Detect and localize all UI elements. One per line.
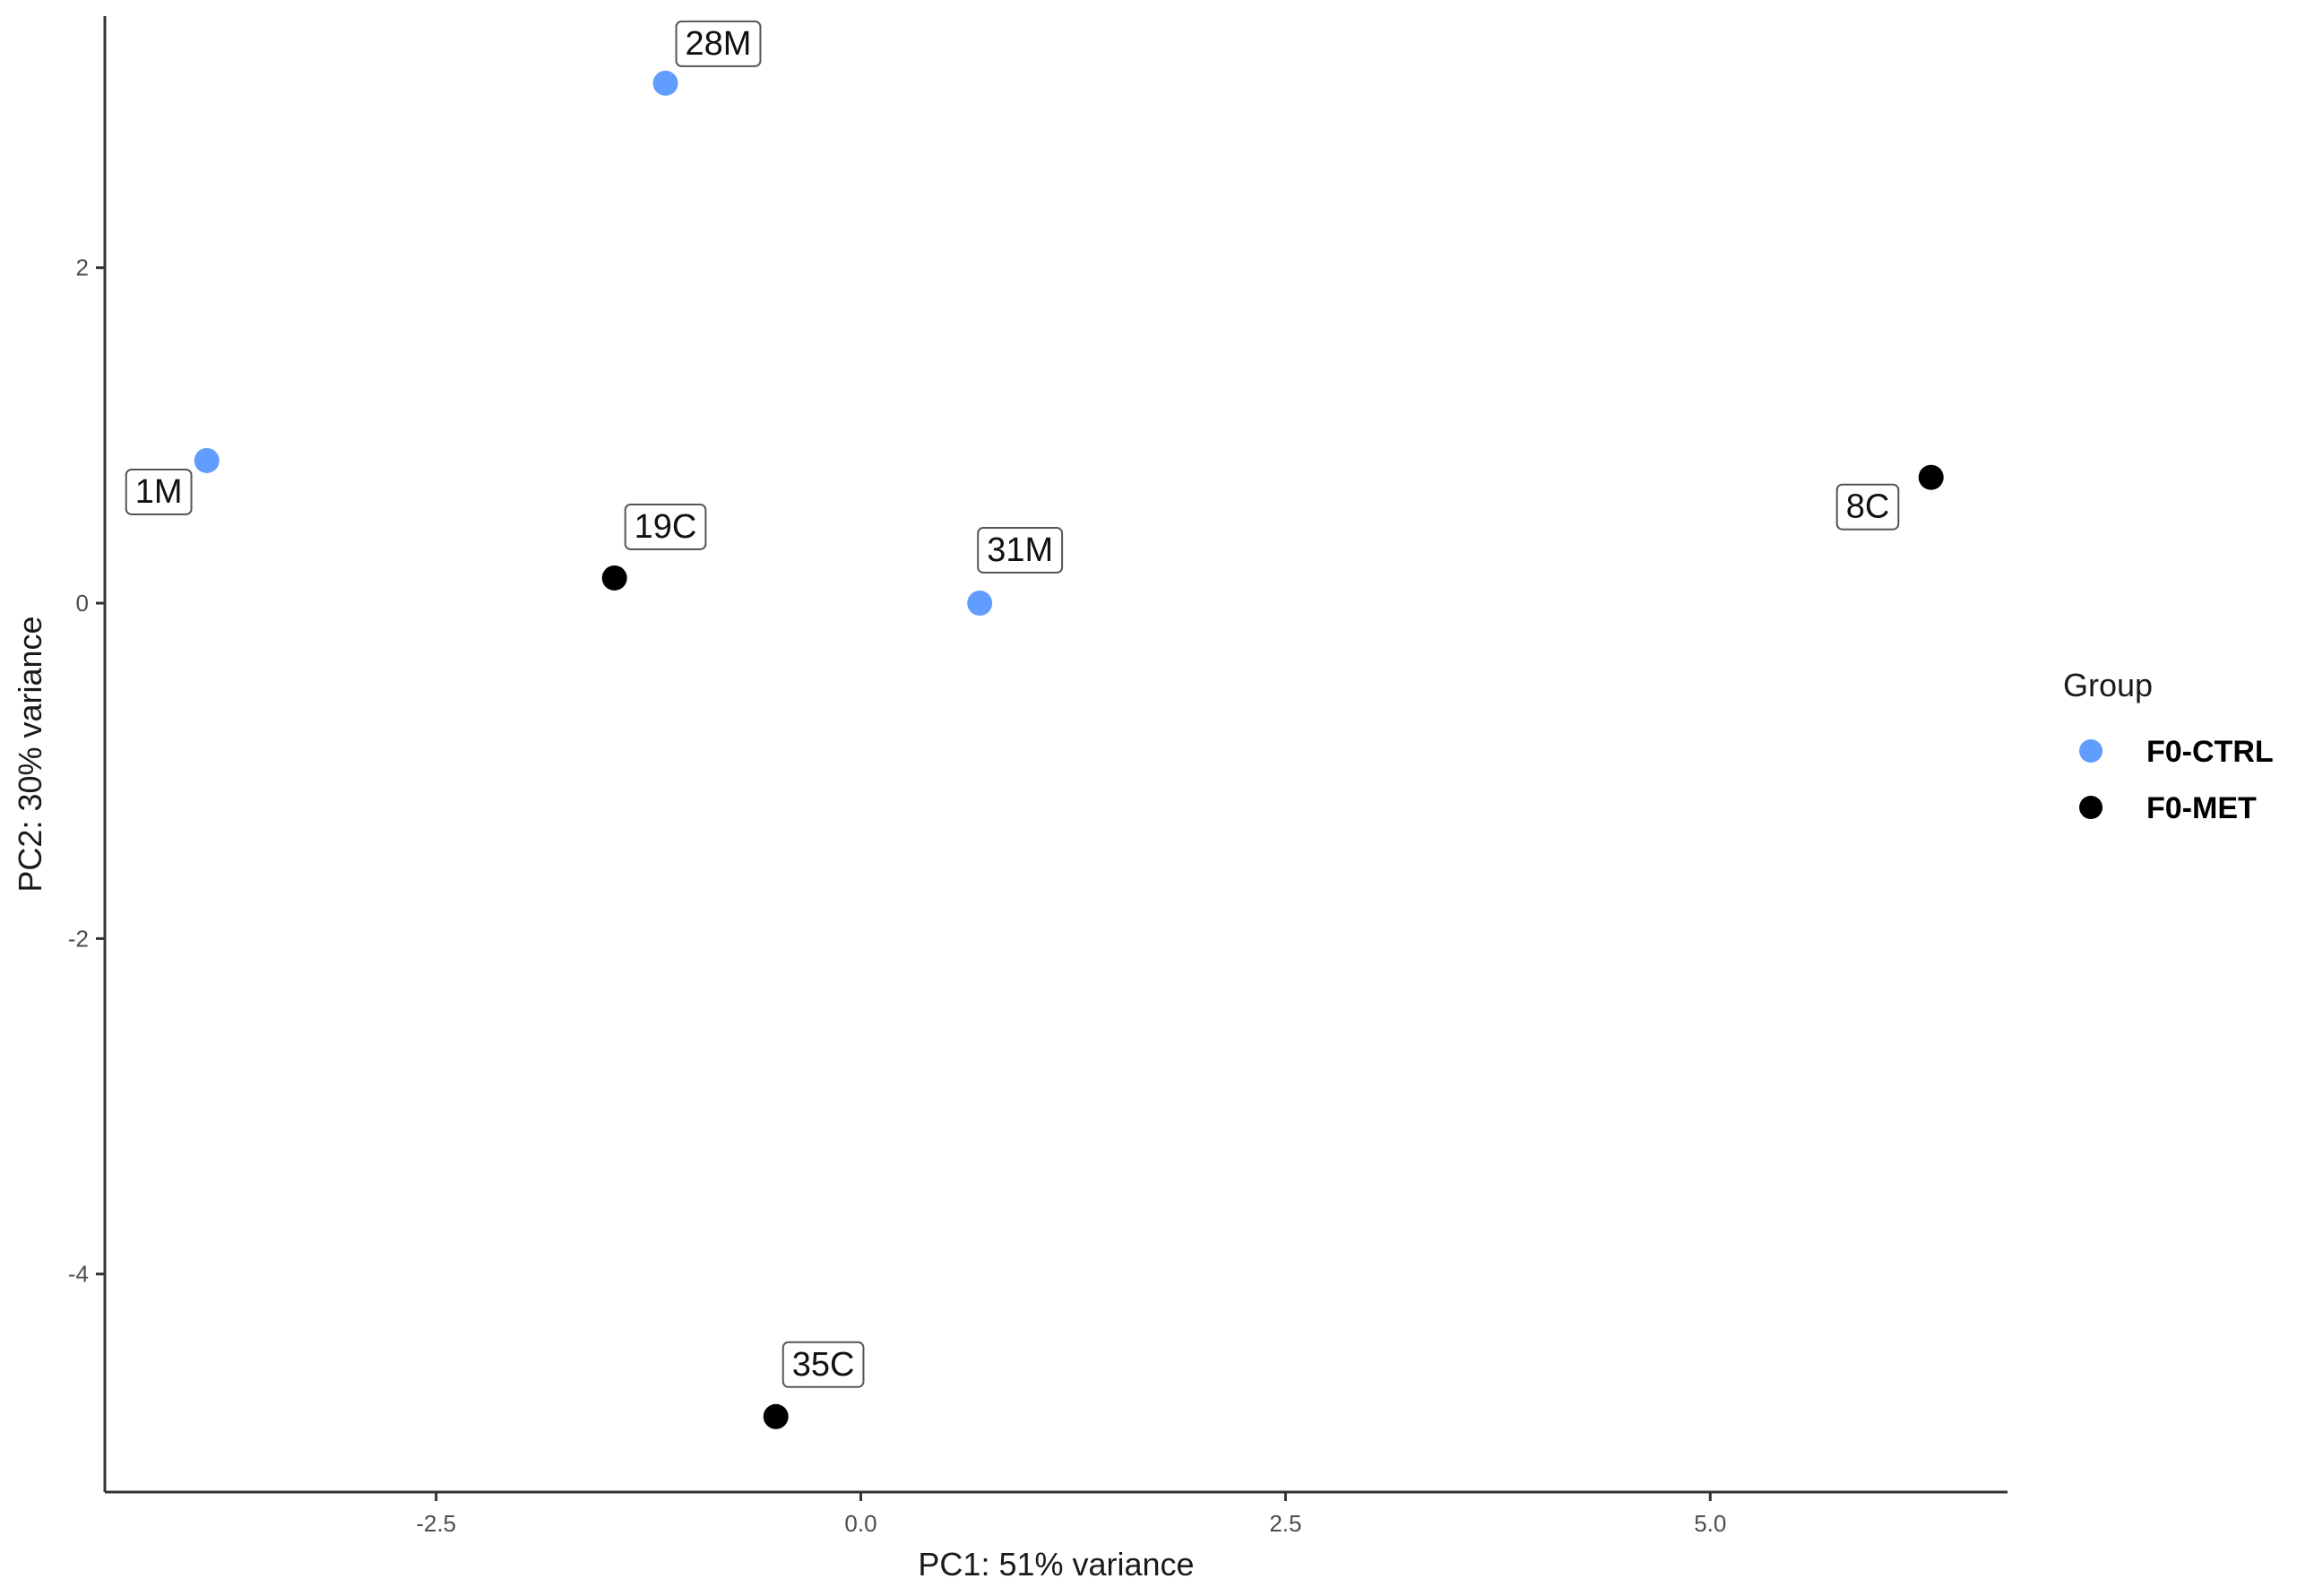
y-tick-label: 0 bbox=[76, 590, 89, 617]
legend-key-F0-CTRL bbox=[2079, 739, 2103, 763]
data-point-35C bbox=[764, 1404, 789, 1429]
point-label-28M: 28M bbox=[677, 22, 761, 66]
y-tick-label: -2 bbox=[68, 925, 89, 952]
x-axis-ticks: -2.5 0.0 2.5 5.0 bbox=[416, 1492, 1726, 1537]
data-point-8C bbox=[1919, 465, 1944, 490]
data-point-19C bbox=[602, 565, 627, 591]
point-labels: 28M 1M 31M 19C 8C 35C bbox=[126, 22, 1899, 1387]
point-label-text: 31M bbox=[987, 531, 1053, 569]
point-label-31M: 31M bbox=[978, 528, 1062, 573]
y-tick-label: -4 bbox=[68, 1261, 89, 1288]
y-axis-title: PC2: 30% variance bbox=[12, 616, 48, 892]
legend-label-F0-MET: F0-MET bbox=[2146, 791, 2257, 825]
legend-items: F0-CTRL F0-MET bbox=[2079, 735, 2274, 825]
x-tick-label: -2.5 bbox=[416, 1510, 456, 1537]
y-tick-label: 2 bbox=[76, 254, 89, 281]
point-label-text: 1M bbox=[135, 473, 183, 511]
legend-key-F0-MET bbox=[2079, 796, 2103, 819]
point-label-19C: 19C bbox=[626, 505, 706, 549]
x-axis-title: PC1: 51% variance bbox=[918, 1546, 1194, 1583]
point-label-text: 8C bbox=[1846, 488, 1890, 526]
point-label-1M: 1M bbox=[126, 470, 192, 514]
point-label-text: 28M bbox=[686, 25, 752, 63]
data-point-28M bbox=[653, 71, 678, 96]
point-label-text: 35C bbox=[792, 1346, 855, 1384]
x-tick-label: 0.0 bbox=[844, 1510, 876, 1537]
axes: -2.5 0.0 2.5 5.0 -4 -2 0 2 bbox=[68, 16, 2008, 1537]
point-label-35C: 35C bbox=[783, 1342, 864, 1387]
data-point-1M bbox=[194, 448, 220, 473]
legend-title: Group bbox=[2063, 667, 2153, 703]
point-label-8C: 8C bbox=[1837, 485, 1899, 530]
x-tick-label: 2.5 bbox=[1269, 1510, 1301, 1537]
data-point-31M bbox=[967, 591, 992, 616]
legend: Group F0-CTRL F0-MET bbox=[2063, 667, 2274, 825]
data-points bbox=[194, 71, 1944, 1429]
legend-label-F0-CTRL: F0-CTRL bbox=[2146, 735, 2274, 769]
x-tick-label: 5.0 bbox=[1694, 1510, 1726, 1537]
y-axis-ticks: -4 -2 0 2 bbox=[68, 254, 105, 1288]
point-label-text: 19C bbox=[635, 508, 697, 546]
